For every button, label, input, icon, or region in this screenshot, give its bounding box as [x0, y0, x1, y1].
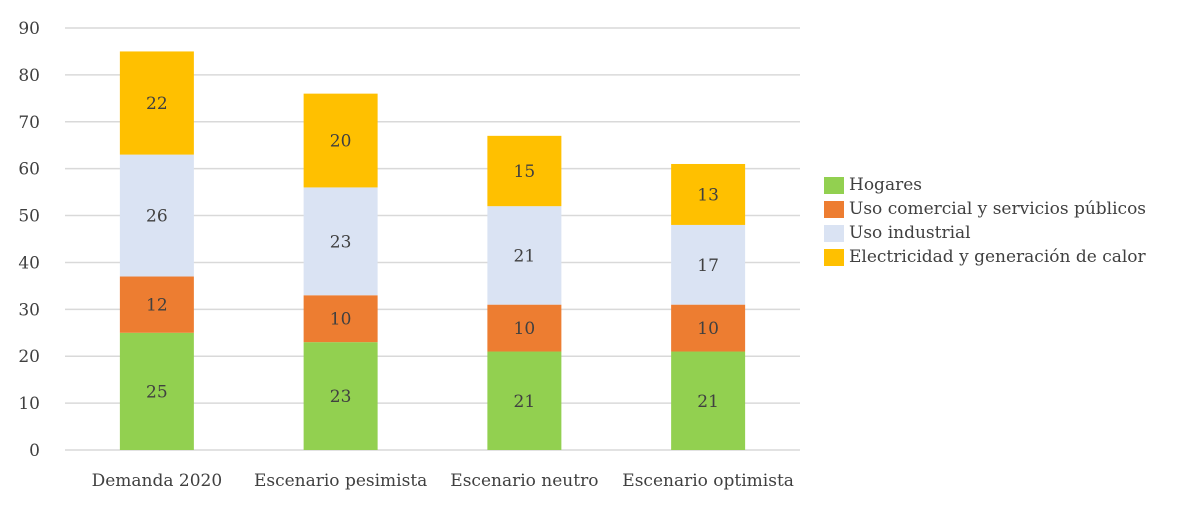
bar-segment	[303, 295, 378, 343]
data-label: 10	[514, 319, 536, 339]
legend-item: Uso industrial	[824, 221, 1146, 245]
data-label: 21	[697, 392, 719, 412]
bars	[119, 51, 746, 450]
data-label: 15	[514, 162, 536, 182]
data-label: 17	[697, 256, 719, 276]
bar-segment	[303, 187, 378, 296]
bar-segment	[119, 276, 194, 333]
data-label: 22	[146, 94, 168, 114]
bar-segment	[303, 93, 378, 188]
x-category-label: Demanda 2020	[92, 471, 223, 491]
bar-segment	[487, 304, 562, 352]
y-tick-label: 90	[18, 19, 40, 39]
bar-segment	[303, 342, 378, 450]
legend-label: Uso comercial y servicios públicos	[849, 199, 1147, 219]
bar-segment	[671, 351, 746, 450]
y-tick-label: 70	[18, 113, 40, 133]
legend-label: Electricidad y generación de calor	[849, 247, 1146, 267]
y-tick-label: 50	[18, 207, 40, 227]
data-label: 12	[146, 296, 168, 316]
data-label: 25	[146, 382, 168, 402]
data-label: 21	[514, 246, 536, 266]
legend-swatch	[824, 200, 844, 218]
y-axis-ticks: 0 10 20 30 40 50 60 70 80 90	[18, 19, 40, 461]
legend-swatch	[824, 176, 844, 194]
x-axis-categories: Demanda 2020 Escenario pesimista Escenario…	[92, 471, 794, 491]
data-label: 10	[330, 310, 352, 330]
data-labels: 25 12 26 22 23 10 23 20 21 10 21 15 21 10 17 13	[146, 94, 719, 412]
legend-item: Uso comercial y servicios públicos	[824, 197, 1146, 221]
data-label: 23	[330, 387, 352, 407]
data-label: 10	[697, 319, 719, 339]
bar-segment	[487, 206, 562, 305]
y-tick-label: 60	[18, 160, 40, 180]
y-tick-label: 30	[18, 300, 40, 320]
legend-label: Uso industrial	[849, 223, 971, 243]
bar-segment	[671, 304, 746, 352]
data-label: 20	[330, 132, 352, 152]
y-tick-label: 20	[18, 347, 40, 367]
x-category-label: Escenario optimista	[622, 471, 794, 491]
legend: Hogares Uso comercial y servicios público…	[824, 173, 1146, 269]
data-label: 23	[330, 232, 352, 252]
legend-swatch	[824, 248, 844, 266]
y-tick-label: 10	[18, 394, 40, 414]
data-label: 26	[146, 207, 168, 227]
bar-segment	[119, 332, 194, 450]
data-label: 13	[697, 185, 719, 205]
bar-segment	[671, 163, 746, 225]
legend-item: Electricidad y generación de calor	[824, 245, 1146, 269]
data-label: 21	[514, 392, 536, 412]
y-tick-label: 0	[29, 441, 40, 461]
x-category-label: Escenario neutro	[450, 471, 598, 491]
y-tick-label: 40	[18, 253, 40, 273]
bar-segment	[119, 51, 194, 155]
bar-segment	[487, 351, 562, 450]
legend-swatch	[824, 224, 844, 242]
legend-item: Hogares	[824, 173, 1146, 197]
x-category-label: Escenario pesimista	[254, 471, 427, 491]
y-tick-label: 80	[18, 66, 40, 86]
legend-label: Hogares	[849, 175, 922, 195]
bar-segment	[119, 154, 194, 277]
bar-segment	[487, 135, 562, 207]
bar-segment	[671, 224, 746, 305]
